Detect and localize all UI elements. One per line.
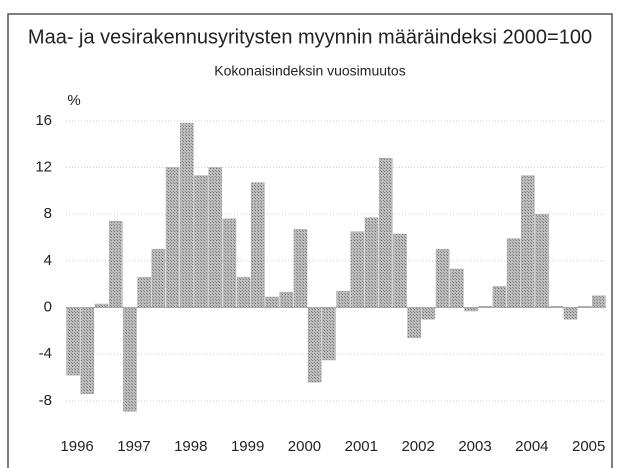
y-tick-label: -8 [39, 392, 52, 409]
bar [222, 218, 237, 308]
x-tick-label: 1999 [231, 438, 264, 455]
bar [265, 296, 279, 308]
x-tick-label: 1997 [117, 438, 150, 455]
bar [251, 182, 265, 308]
bar [535, 213, 549, 308]
bar [137, 276, 151, 308]
x-tick-label: 2004 [515, 438, 548, 455]
bar [165, 167, 180, 308]
bar [563, 307, 578, 320]
x-tick-label: 1998 [174, 438, 207, 455]
bar [336, 290, 350, 308]
bar [478, 306, 492, 308]
bar [492, 286, 507, 308]
bar [322, 307, 336, 361]
bar [464, 307, 478, 312]
frame [7, 13, 613, 468]
bar [592, 295, 606, 308]
bar [577, 306, 592, 308]
bar [393, 233, 407, 308]
bar [350, 231, 365, 308]
bar [94, 303, 109, 308]
bar [421, 307, 436, 320]
bar [549, 306, 564, 308]
y-tick-label: -4 [39, 345, 52, 362]
bar [293, 229, 308, 308]
y-tick-label: 4 [44, 252, 52, 269]
bar [194, 175, 208, 308]
bar [151, 248, 166, 308]
bar [450, 268, 464, 308]
y-tick-label: 12 [35, 158, 52, 175]
y-tick-label: 16 [35, 112, 52, 129]
bar [108, 220, 123, 308]
x-tick-label: 2001 [345, 438, 378, 455]
bar [236, 276, 251, 308]
x-tick-label: 2003 [458, 438, 491, 455]
bar [123, 307, 137, 412]
chart-subtitle: Kokonaisindeksin vuosimuutos [214, 63, 405, 79]
bar [364, 217, 379, 308]
bar [506, 238, 521, 308]
y-axis-label: % [67, 92, 80, 109]
bar [208, 167, 222, 308]
bar [66, 307, 80, 376]
x-tick-label: 1996 [60, 438, 93, 455]
bar [279, 292, 294, 308]
y-tick-label: 8 [44, 205, 52, 222]
bar [407, 307, 421, 339]
bar [80, 307, 95, 395]
x-tick-label: 2005 [572, 438, 605, 455]
bar [307, 307, 322, 383]
bar [435, 248, 450, 308]
x-tick-label: 2002 [401, 438, 434, 455]
y-tick-label: 0 [44, 298, 52, 315]
bar [180, 122, 194, 308]
bar [378, 157, 393, 308]
chart-title: Maa- ja vesirakennusyritysten myynnin mä… [28, 26, 592, 48]
bar [521, 175, 535, 308]
x-tick-label: 2000 [288, 438, 321, 455]
